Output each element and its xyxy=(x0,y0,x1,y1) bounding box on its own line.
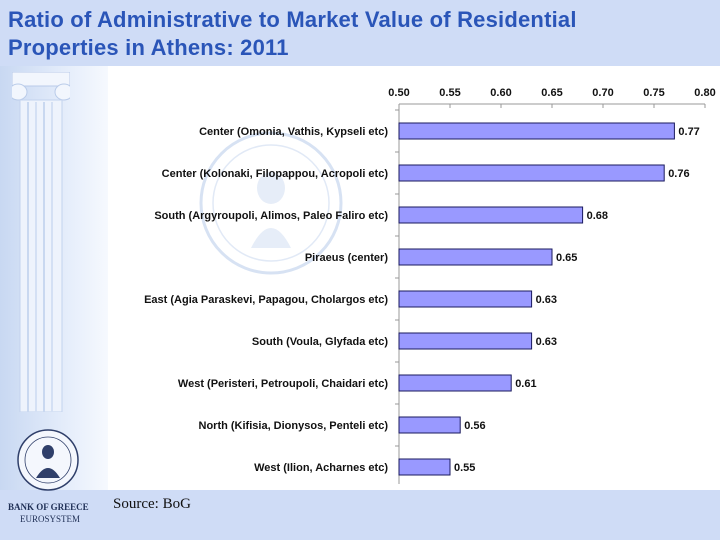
source-note: Source: BoG xyxy=(113,496,191,512)
bank-seal-watermark-icon xyxy=(199,131,343,275)
title-line-2: Properties in Athens: 2011 xyxy=(8,35,289,60)
footer-band xyxy=(0,490,720,540)
category-label: North (Kifisia, Dionysos, Penteli etc) xyxy=(199,420,389,432)
bar xyxy=(398,122,675,140)
bank-subtitle: EUROSYSTEM xyxy=(20,514,81,524)
bar-chart: 0.50 0.55 0.60 0.65 0.70 0.75 0.80 Center (Omo… xyxy=(144,87,716,484)
category-label: South (Voula, Glyfada etc) xyxy=(252,336,388,348)
category-label: West (Ilion, Acharnes etc) xyxy=(254,462,388,474)
bank-name: BANK OF GREECE xyxy=(8,502,89,512)
category-label: Center (Kolonaki, Filopappou, Acropoli e… xyxy=(162,168,389,180)
category-label: Piraeus (center) xyxy=(305,252,388,264)
x-tick-label: 0.70 xyxy=(592,87,613,99)
category-label: South (Argyroupoli, Alimos, Paleo Faliro… xyxy=(154,210,388,222)
x-tick-label: 0.55 xyxy=(439,87,460,99)
bar xyxy=(398,416,461,434)
bar xyxy=(398,164,665,182)
title-band xyxy=(0,0,720,66)
x-tick-label: 0.50 xyxy=(388,87,409,99)
value-label: 0.63 xyxy=(536,294,557,306)
value-label: 0.56 xyxy=(464,420,485,432)
value-label: 0.55 xyxy=(454,462,475,474)
x-tick-label: 0.75 xyxy=(643,87,664,99)
x-axis-ticks: 0.50 0.55 0.60 0.65 0.70 0.75 0.80 xyxy=(388,87,716,108)
value-label: 0.76 xyxy=(668,168,689,180)
category-labels: Center (Omonia, Vathis, Kypseli etc) Cent… xyxy=(144,126,388,474)
bank-of-greece-seal-icon xyxy=(17,429,79,491)
bar xyxy=(398,374,512,392)
title-line-1: Ratio of Administrative to Market Value … xyxy=(8,7,577,32)
bar xyxy=(398,206,584,224)
category-label: Center (Omonia, Vathis, Kypseli etc) xyxy=(199,126,388,138)
value-labels: 0.77 0.76 0.68 0.65 0.63 0.63 0.61 0.56 0.55 xyxy=(454,126,700,474)
bar xyxy=(398,290,533,308)
bars xyxy=(395,109,675,476)
value-label: 0.68 xyxy=(587,210,608,222)
value-label: 0.65 xyxy=(556,252,577,264)
bar xyxy=(398,458,451,476)
value-label: 0.77 xyxy=(678,126,699,138)
x-tick-label: 0.60 xyxy=(490,87,511,99)
value-label: 0.61 xyxy=(515,378,536,390)
ionic-column-icon xyxy=(12,72,70,412)
value-label: 0.63 xyxy=(536,336,557,348)
bar xyxy=(398,248,553,266)
x-tick-label: 0.65 xyxy=(541,87,562,99)
bar xyxy=(398,332,533,350)
category-label: West (Peristeri, Petroupoli, Chaidari et… xyxy=(178,378,388,390)
slide-title: Ratio of Administrative to Market Value … xyxy=(8,6,708,62)
x-tick-label: 0.80 xyxy=(694,87,715,99)
category-label: East (Agia Paraskevi, Papagou, Cholargos… xyxy=(144,294,388,306)
